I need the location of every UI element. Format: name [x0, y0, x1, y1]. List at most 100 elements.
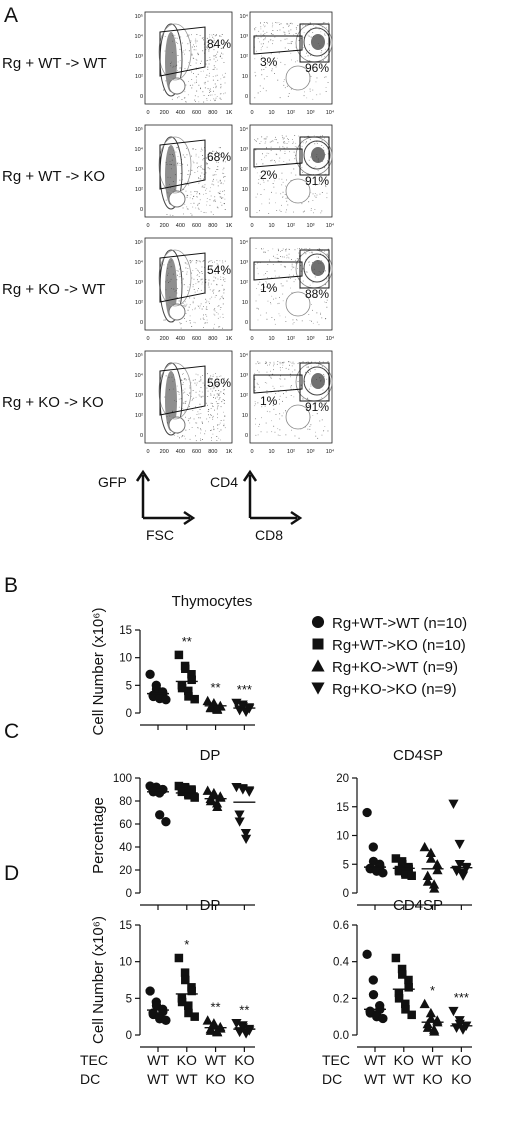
event-dot [220, 48, 222, 49]
event-dot [265, 361, 267, 363]
event-dot [218, 437, 220, 439]
event-dot [263, 181, 265, 183]
event-dot [321, 56, 323, 58]
event-dot [217, 406, 218, 408]
event-dot [207, 380, 209, 382]
event-dot [271, 159, 273, 161]
event-dot [320, 52, 322, 54]
event-dot [256, 172, 258, 174]
event-dot [217, 59, 218, 61]
event-dot [263, 22, 265, 23]
event-dot [307, 428, 309, 430]
event-dot [321, 419, 323, 421]
event-dot [326, 253, 328, 255]
gfp-tick-label: 10⁴ [135, 146, 144, 153]
event-dot [322, 22, 324, 24]
event-dot [219, 196, 221, 198]
dn-gate [253, 261, 303, 281]
event-dot [207, 373, 208, 375]
event-dot [309, 428, 311, 430]
event-dot [178, 398, 180, 400]
event-dot [184, 318, 185, 319]
event-dot [266, 282, 267, 284]
event-dot [274, 319, 275, 321]
event-dot [188, 429, 190, 430]
gfp-tick-label: 10³ [135, 393, 143, 399]
event-dot [224, 427, 226, 429]
event-dot [325, 48, 326, 50]
event-dot [199, 307, 201, 309]
event-dot [182, 382, 184, 383]
event-dot [291, 292, 293, 294]
event-dot [185, 305, 187, 307]
cd4-tick-label: 10³ [240, 147, 248, 153]
data-point [432, 859, 443, 869]
event-dot [219, 309, 221, 310]
event-dot [199, 417, 201, 419]
event-dot [272, 34, 274, 35]
event-dot [300, 384, 302, 386]
data-point [184, 1001, 193, 1010]
event-dot [305, 248, 307, 249]
event-dot [307, 361, 309, 362]
event-dot [283, 265, 285, 267]
event-dot [325, 173, 327, 175]
event-dot [206, 300, 208, 302]
event-dot [265, 273, 266, 274]
event-dot [282, 138, 284, 140]
event-dot [281, 135, 283, 137]
event-dot [314, 369, 316, 371]
event-dot [184, 97, 186, 99]
event-dot [217, 278, 219, 280]
event-dot [295, 174, 297, 176]
event-dot [259, 175, 261, 177]
event-dot [208, 159, 210, 160]
event-dot [213, 276, 215, 278]
event-dot [204, 322, 206, 324]
event-dot [312, 89, 314, 91]
event-dot [175, 151, 177, 153]
event-dot [212, 174, 214, 176]
gfp-tick-label: 10⁴ [135, 33, 144, 40]
event-dot [291, 59, 292, 61]
event-dot [184, 262, 186, 264]
event-dot [209, 199, 211, 201]
event-dot [206, 47, 208, 49]
fsc-tick-label: 200 [160, 223, 169, 229]
cd4-tick-label: 10³ [240, 260, 248, 266]
event-dot [278, 275, 280, 277]
event-dot [301, 248, 303, 249]
event-dot [290, 22, 292, 24]
event-dot [213, 280, 215, 282]
event-dot [265, 138, 267, 140]
event-dot [260, 314, 262, 316]
event-dot [284, 32, 286, 34]
event-dot [193, 44, 194, 46]
density-core [311, 373, 325, 389]
event-dot [255, 300, 257, 302]
event-dot [220, 83, 222, 85]
event-dot [306, 52, 307, 54]
event-dot [209, 417, 211, 419]
density-contour [158, 362, 192, 420]
event-dot [301, 320, 303, 322]
significance-label: ** [211, 680, 221, 695]
event-dot [290, 29, 292, 31]
event-dot [212, 214, 214, 215]
event-dot [213, 309, 215, 311]
event-dot [279, 97, 281, 99]
event-dot [179, 273, 181, 275]
density-contour [303, 366, 331, 396]
event-dot [309, 426, 311, 427]
event-dot [303, 95, 305, 97]
data-point [448, 799, 459, 809]
event-dot [200, 396, 202, 398]
event-dot [313, 212, 314, 214]
event-dot [300, 270, 302, 272]
event-dot [219, 392, 221, 394]
